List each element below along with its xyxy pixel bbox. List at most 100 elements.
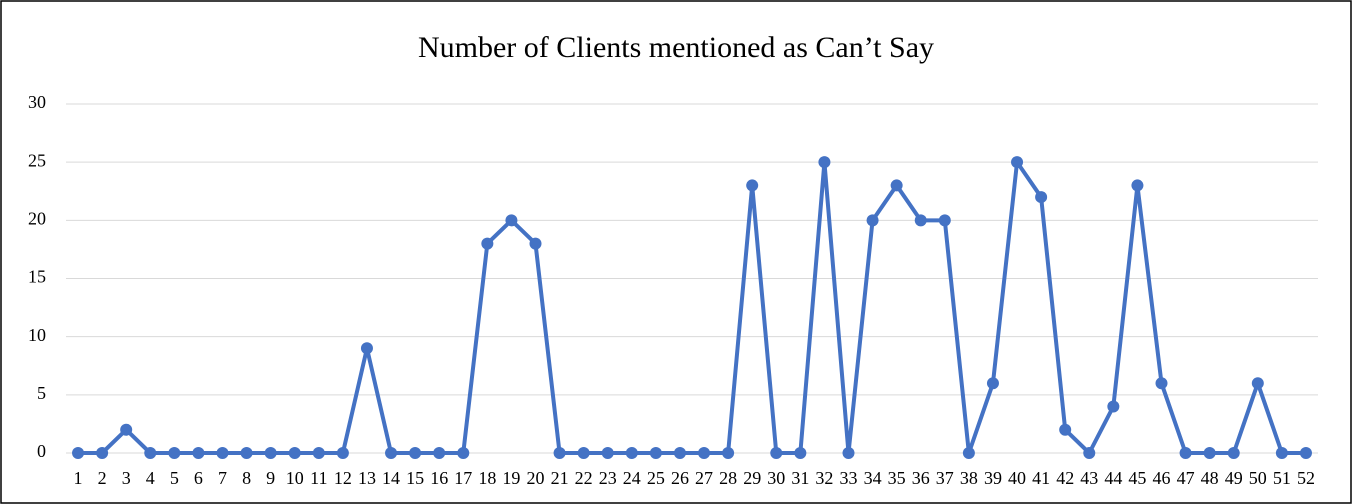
x-tick-label: 42	[1056, 468, 1074, 488]
data-point	[577, 447, 590, 459]
y-tick-label: 15	[28, 267, 46, 287]
x-tick-label: 26	[671, 468, 689, 488]
data-point	[120, 423, 133, 436]
data-point	[962, 447, 975, 459]
x-tick-label: 35	[888, 468, 906, 488]
x-tick-label: 14	[382, 468, 400, 488]
y-tick-label: 5	[37, 383, 46, 403]
data-point	[1179, 447, 1192, 459]
x-tick-label: 31	[791, 468, 809, 488]
data-point	[505, 214, 518, 227]
data-point	[360, 342, 373, 355]
data-point	[168, 447, 181, 459]
data-point	[673, 447, 686, 459]
y-tick-label: 20	[28, 208, 46, 228]
x-tick-label: 29	[743, 468, 761, 488]
x-tick-label: 16	[430, 468, 448, 488]
data-point	[601, 447, 614, 459]
data-point	[842, 447, 855, 459]
x-tick-label: 13	[358, 468, 376, 488]
x-tick-label: 48	[1201, 468, 1219, 488]
data-point	[914, 214, 927, 227]
data-point	[794, 447, 807, 459]
x-tick-label: 11	[310, 468, 327, 488]
data-point	[1107, 400, 1120, 413]
x-tick-label: 49	[1225, 468, 1243, 488]
x-tick-label: 43	[1080, 468, 1098, 488]
data-point	[240, 447, 253, 459]
x-tick-label: 15	[406, 468, 424, 488]
data-point	[288, 447, 301, 459]
data-point	[96, 447, 109, 459]
data-point	[1059, 423, 1072, 436]
data-point	[1155, 377, 1168, 390]
data-point	[649, 447, 662, 459]
chart-title: Number of Clients mentioned as Can’t Say	[418, 31, 934, 64]
data-point	[385, 447, 398, 459]
data-point	[409, 447, 422, 459]
x-tick-label: 40	[1008, 468, 1026, 488]
data-point	[866, 214, 879, 227]
data-point	[1227, 447, 1240, 459]
data-point	[1203, 447, 1216, 459]
data-point	[1083, 447, 1096, 459]
data-point	[1299, 447, 1312, 459]
x-tick-label: 39	[984, 468, 1002, 488]
x-tick-label: 44	[1104, 468, 1122, 488]
data-point	[216, 447, 229, 459]
x-tick-label: 37	[936, 468, 954, 488]
x-tick-label: 30	[767, 468, 785, 488]
x-tick-label: 8	[242, 468, 251, 488]
data-point	[553, 447, 566, 459]
data-point	[1251, 377, 1264, 390]
x-tick-label: 24	[623, 468, 641, 488]
data-point	[192, 447, 205, 459]
data-point	[722, 447, 735, 459]
data-point	[625, 447, 638, 459]
x-tick-label: 32	[815, 468, 833, 488]
data-line	[78, 160, 1306, 455]
data-point	[264, 447, 277, 459]
y-tick-label: 25	[28, 150, 46, 170]
x-tick-label: 27	[695, 468, 713, 488]
x-tick-label: 45	[1128, 468, 1146, 488]
data-point	[890, 179, 903, 192]
data-point	[1275, 447, 1288, 459]
x-tick-label: 7	[218, 468, 227, 488]
data-point	[336, 447, 349, 459]
y-tick-label: 0	[37, 441, 46, 461]
data-point	[1011, 156, 1024, 169]
data-point	[938, 214, 951, 227]
x-tick-label: 25	[647, 468, 665, 488]
data-point	[529, 237, 542, 250]
x-tick-label: 34	[864, 468, 882, 488]
x-tick-label: 28	[719, 468, 737, 488]
x-tick-label: 46	[1153, 468, 1171, 488]
data-point	[746, 179, 759, 192]
data-point	[698, 447, 711, 459]
x-tick-label: 33	[840, 468, 858, 488]
data-point	[457, 447, 470, 459]
x-tick-label: 4	[146, 468, 155, 488]
x-tick-label: 41	[1032, 468, 1050, 488]
x-tick-label: 38	[960, 468, 978, 488]
x-tick-label: 5	[170, 468, 179, 488]
data-point	[433, 447, 446, 459]
data-point	[481, 237, 494, 250]
x-tick-label: 17	[454, 468, 472, 488]
x-tick-label: 20	[527, 468, 545, 488]
x-tick-label: 36	[912, 468, 930, 488]
x-tick-label: 23	[599, 468, 617, 488]
y-tick-label: 30	[28, 92, 46, 112]
x-tick-label: 18	[478, 468, 496, 488]
x-tick-label: 19	[502, 468, 520, 488]
data-point	[1035, 191, 1048, 204]
data-point	[818, 156, 831, 169]
data-point	[770, 447, 783, 459]
x-tick-label: 47	[1177, 468, 1195, 488]
x-tick-label: 51	[1273, 468, 1291, 488]
data-point	[144, 447, 157, 459]
data-point	[312, 447, 325, 459]
